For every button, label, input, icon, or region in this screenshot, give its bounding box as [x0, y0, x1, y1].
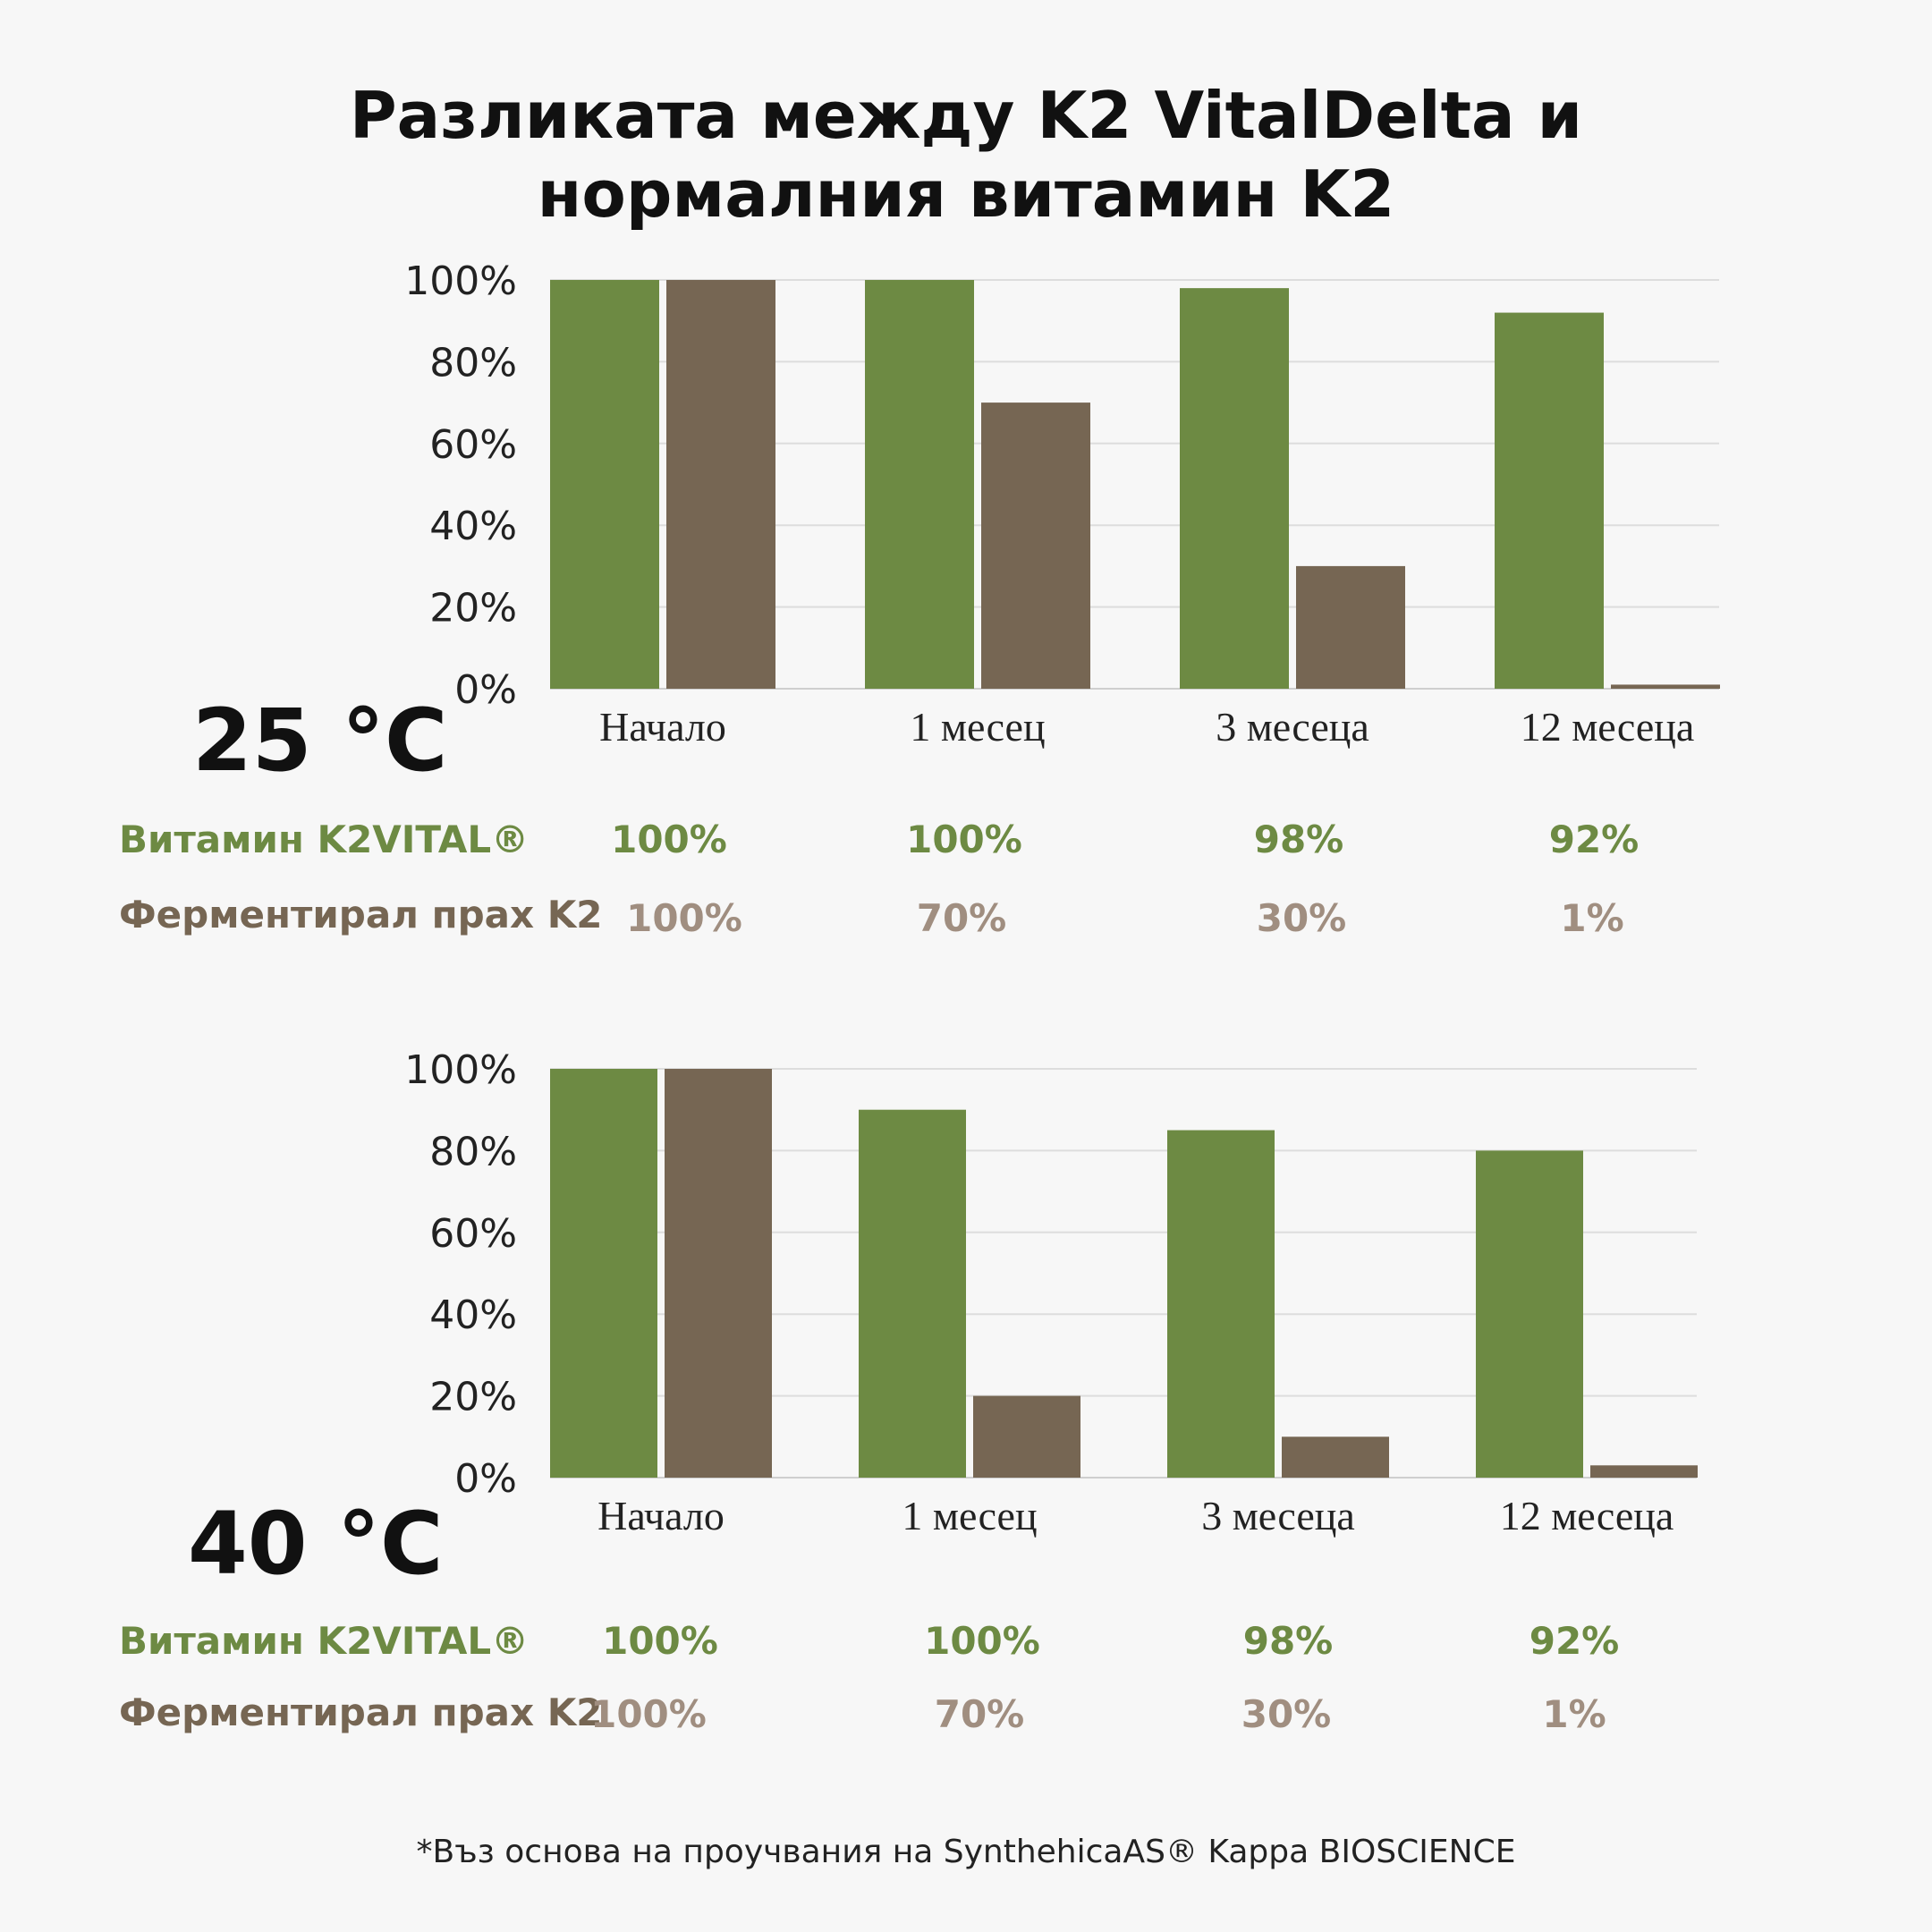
value-label: 100% [590, 1692, 707, 1736]
y-tick-label: 60% [429, 422, 517, 468]
bar-k2vital [865, 280, 974, 689]
value-label: 1% [1560, 896, 1624, 940]
bar-k2vital [550, 280, 659, 689]
value-label: 98% [1253, 818, 1344, 861]
value-label: 100% [611, 818, 727, 861]
value-label: 100% [906, 818, 1022, 861]
bar-fermented [666, 280, 775, 689]
chart-25c: 0% 20% 40% 60% 80% 100% Начало 1 месец 3 месеца 1… [404, 258, 1720, 750]
x-tick-label: 3 месеца [1216, 704, 1369, 750]
y-tick-label: 40% [429, 504, 517, 549]
y-tick-label: 100% [404, 258, 517, 304]
temperature-label-25c: 25 °C [192, 691, 448, 791]
bar-fermented [981, 402, 1090, 689]
temperature-label-40c: 40 °C [188, 1494, 444, 1594]
value-label: 1% [1542, 1692, 1606, 1736]
y-tick-label: 0% [454, 1456, 517, 1502]
x-tick-label: 12 месеца [1521, 704, 1695, 750]
y-tick-label: 60% [429, 1211, 517, 1257]
value-label: 100% [602, 1619, 718, 1663]
chart-title: Разликата между K2 VitalDelta и нормални… [0, 76, 1932, 233]
value-label: 92% [1548, 818, 1640, 861]
chart-40c: 0% 20% 40% 60% 80% 100% Начало 1 месец 3 месеца 1… [404, 1047, 1698, 1538]
title-line-2: нормалния витамин K2 [537, 157, 1395, 232]
y-tick-label: 20% [429, 586, 517, 631]
value-label: 98% [1242, 1619, 1334, 1663]
y-tick-label: 40% [429, 1292, 517, 1338]
series-label-fermented: Ферментирал прах K2 [119, 893, 603, 936]
value-label: 30% [1256, 896, 1347, 940]
value-label: 70% [934, 1692, 1025, 1736]
series-label-k2vital: Витамин K2VITAL® [119, 1619, 530, 1663]
y-tick-label: 100% [404, 1047, 517, 1093]
bar-fermented [1282, 1436, 1389, 1478]
bar-fermented [1296, 565, 1405, 689]
y-tick-label: 80% [429, 340, 517, 386]
y-tick-label: 0% [454, 667, 517, 713]
x-tick-label: Начало [599, 704, 726, 750]
value-label: 70% [916, 896, 1007, 940]
x-tick-label: 12 месеца [1500, 1493, 1674, 1538]
value-label: 92% [1529, 1619, 1620, 1663]
value-label: 100% [626, 896, 742, 940]
bar-k2vital [859, 1109, 966, 1478]
series-label-fermented: Ферментирал прах K2 [119, 1690, 603, 1734]
bar-fermented [665, 1069, 772, 1478]
x-tick-label: 1 месец [902, 1493, 1037, 1538]
y-tick-label: 20% [429, 1375, 517, 1420]
bar-k2vital [1495, 312, 1604, 689]
series-label-k2vital: Витамин K2VITAL® [119, 818, 530, 861]
value-label: 30% [1241, 1692, 1332, 1736]
bar-k2vital [550, 1069, 657, 1478]
title-line-1: Разликата между K2 VitalDelta и [349, 78, 1583, 153]
bar-fermented [1611, 684, 1720, 689]
bar-k2vital [1180, 288, 1289, 689]
y-tick-label: 80% [429, 1129, 517, 1174]
x-tick-label: 1 месец [910, 704, 1045, 750]
bar-fermented [1590, 1465, 1698, 1478]
x-tick-label: 3 месеца [1201, 1493, 1355, 1538]
footnote: *Въз основа на проучвания на SynthehicaA… [416, 1834, 1516, 1870]
bar-k2vital [1476, 1150, 1583, 1478]
value-label: 100% [924, 1619, 1040, 1663]
bar-fermented [973, 1395, 1080, 1478]
x-tick-label: Начало [597, 1493, 724, 1538]
bar-k2vital [1167, 1130, 1275, 1478]
